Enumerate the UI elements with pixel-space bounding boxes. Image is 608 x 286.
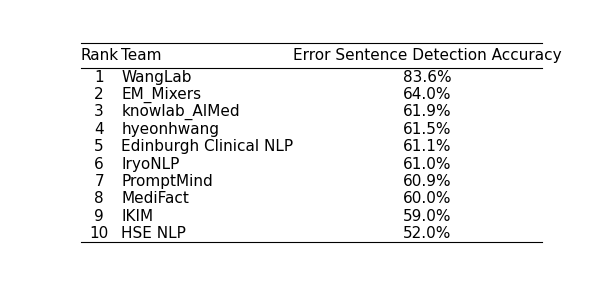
Text: 5: 5	[94, 139, 104, 154]
Text: IKIM: IKIM	[122, 209, 154, 224]
Text: 61.0%: 61.0%	[402, 157, 451, 172]
Text: 52.0%: 52.0%	[403, 226, 451, 241]
Text: Error Sentence Detection Accuracy: Error Sentence Detection Accuracy	[292, 48, 561, 63]
Text: 59.0%: 59.0%	[402, 209, 451, 224]
Text: 61.1%: 61.1%	[402, 139, 451, 154]
Text: 61.5%: 61.5%	[402, 122, 451, 137]
Text: 61.9%: 61.9%	[402, 104, 451, 120]
Text: MediFact: MediFact	[122, 191, 189, 206]
Text: hyeonhwang: hyeonhwang	[122, 122, 219, 137]
Text: Team: Team	[122, 48, 162, 63]
Text: 10: 10	[89, 226, 109, 241]
Text: Rank: Rank	[80, 48, 118, 63]
Text: PromptMind: PromptMind	[122, 174, 213, 189]
Text: knowlab_AIMed: knowlab_AIMed	[122, 104, 240, 120]
Text: 64.0%: 64.0%	[402, 87, 451, 102]
Text: 8: 8	[94, 191, 104, 206]
Text: WangLab: WangLab	[122, 70, 192, 85]
Text: 3: 3	[94, 104, 104, 120]
Text: 7: 7	[94, 174, 104, 189]
Text: 4: 4	[94, 122, 104, 137]
Text: EM_Mixers: EM_Mixers	[122, 86, 201, 103]
Text: 83.6%: 83.6%	[402, 70, 451, 85]
Text: 9: 9	[94, 209, 104, 224]
Text: 2: 2	[94, 87, 104, 102]
Text: 1: 1	[94, 70, 104, 85]
Text: 60.9%: 60.9%	[402, 174, 451, 189]
Text: 6: 6	[94, 157, 104, 172]
Text: HSE NLP: HSE NLP	[122, 226, 186, 241]
Text: IryoNLP: IryoNLP	[122, 157, 180, 172]
Text: 60.0%: 60.0%	[402, 191, 451, 206]
Text: Edinburgh Clinical NLP: Edinburgh Clinical NLP	[122, 139, 294, 154]
